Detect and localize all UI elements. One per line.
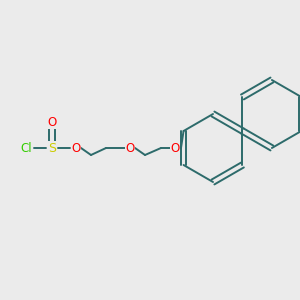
Text: O: O	[125, 142, 135, 154]
Text: O: O	[71, 142, 81, 154]
Text: Cl: Cl	[20, 142, 32, 154]
Text: O: O	[170, 142, 180, 154]
Text: O: O	[47, 116, 57, 128]
Text: S: S	[48, 142, 56, 154]
